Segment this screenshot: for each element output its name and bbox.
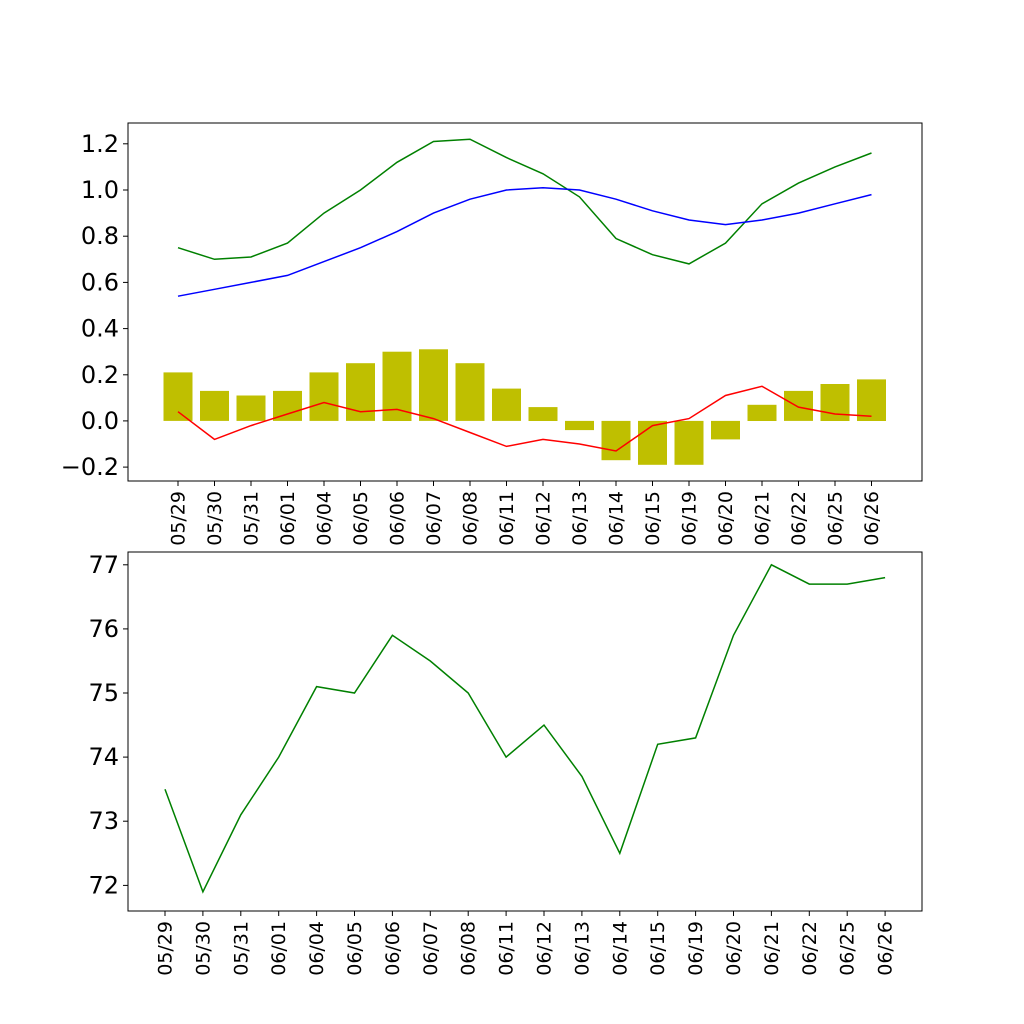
top-xtick-label: 06/21 bbox=[752, 491, 774, 546]
top-xtick-label: 05/31 bbox=[241, 491, 263, 546]
bottom-xtick-label: 06/22 bbox=[799, 921, 821, 976]
top-bar-06-26 bbox=[857, 379, 886, 421]
bottom-xtick-label: 06/05 bbox=[344, 921, 366, 976]
bottom-xtick-label: 06/08 bbox=[458, 921, 480, 976]
top-ytick-label: 1.0 bbox=[81, 176, 119, 204]
bottom-xtick-label: 06/12 bbox=[534, 921, 556, 976]
top-bar-06-13 bbox=[565, 420, 594, 431]
bottom-xtick-label: 06/25 bbox=[837, 921, 859, 976]
bottom-xtick-label: 06/14 bbox=[609, 921, 631, 976]
bottom-axes-frame bbox=[127, 551, 923, 912]
bottom-ytick-label: 77 bbox=[88, 551, 119, 579]
bottom-ytick-label: 72 bbox=[88, 871, 119, 899]
top-bar-06-11 bbox=[492, 388, 521, 421]
top-xtick-label: 06/04 bbox=[314, 491, 336, 546]
top-bar-06-21 bbox=[747, 404, 777, 421]
bottom-xtick-label: 06/06 bbox=[382, 921, 404, 976]
top-xtick-label: 06/26 bbox=[861, 491, 883, 546]
bottom-xtick-label: 06/21 bbox=[761, 921, 783, 976]
bottom-xtick-label: 06/11 bbox=[496, 921, 518, 976]
top-ytick-label: 1.2 bbox=[81, 130, 119, 158]
bottom-ytick-label: 75 bbox=[88, 679, 119, 707]
bottom-ytick-label: 73 bbox=[88, 807, 119, 835]
top-xtick-label: 06/15 bbox=[642, 491, 664, 546]
top-ytick-label: 0.0 bbox=[81, 407, 119, 435]
top-xtick-label: 06/11 bbox=[496, 491, 518, 546]
top-xtick-label: 06/05 bbox=[350, 491, 372, 546]
bottom-xtick-label: 06/19 bbox=[685, 921, 707, 976]
top-ytick-label: −0.2 bbox=[61, 453, 119, 481]
top-bar-06-15 bbox=[638, 420, 667, 465]
top-ytick-label: 0.2 bbox=[81, 361, 119, 389]
bottom-panel-price-chart: 72 73 74 75 76 77 05/29 05/30 05/31 06/01 06/04 06/… bbox=[88, 551, 923, 976]
top-bar-06-19 bbox=[674, 420, 704, 465]
bottom-xtick-label: 05/29 bbox=[155, 921, 177, 976]
bottom-xtick-label: 06/15 bbox=[647, 921, 669, 976]
top-xtick-label: 05/29 bbox=[168, 491, 190, 546]
top-axes-frame bbox=[127, 122, 923, 482]
bottom-xtick-label: 06/04 bbox=[306, 921, 328, 976]
top-bar-06-20 bbox=[711, 420, 740, 440]
top-xtick-label: 06/14 bbox=[606, 491, 628, 546]
bottom-ytick-label: 74 bbox=[88, 743, 119, 771]
top-xtick-label: 06/12 bbox=[533, 491, 555, 546]
top-xtick-label: 06/20 bbox=[715, 491, 737, 546]
bottom-xtick-label: 05/31 bbox=[230, 921, 252, 976]
top-bar-05-29 bbox=[163, 372, 193, 421]
top-bar-05-30 bbox=[200, 390, 229, 421]
top-series-line-2 bbox=[177, 186, 872, 297]
top-bar-06-08 bbox=[455, 363, 485, 421]
top-xtick-label: 05/30 bbox=[204, 491, 226, 546]
top-xtick-label: 06/19 bbox=[679, 491, 701, 546]
top-xtick-label: 06/25 bbox=[825, 491, 847, 546]
top-xtick-label: 06/06 bbox=[387, 491, 409, 546]
top-panel-indicator-chart: −0.2 0.0 0.2 0.4 0.6 0.8 1.0 1.2 05/29 05/30 05/31… bbox=[61, 122, 923, 546]
bottom-xtick-label: 06/20 bbox=[723, 921, 745, 976]
top-bar-05-31 bbox=[236, 395, 266, 421]
top-series-line-3 bbox=[177, 385, 872, 452]
top-bar-06-04 bbox=[309, 372, 339, 421]
bottom-xtick-label: 05/30 bbox=[192, 921, 214, 976]
bottom-xtick-label: 06/26 bbox=[875, 921, 897, 976]
top-ytick-label: 0.4 bbox=[81, 315, 119, 343]
bottom-xtick-label: 06/01 bbox=[268, 921, 290, 976]
top-bar-06-25 bbox=[820, 384, 850, 421]
top-xtick-label: 06/13 bbox=[569, 491, 591, 546]
top-bar-06-14 bbox=[601, 420, 631, 461]
bottom-series-line-0 bbox=[164, 563, 886, 894]
top-bar-06-22 bbox=[784, 390, 813, 421]
top-bar-06-01 bbox=[273, 390, 302, 421]
top-bar-06-12 bbox=[528, 407, 558, 421]
top-xtick-label: 06/22 bbox=[788, 491, 810, 546]
bottom-xtick-label: 06/13 bbox=[571, 921, 593, 976]
bottom-ytick-label: 76 bbox=[88, 615, 119, 643]
top-xtick-label: 06/01 bbox=[277, 491, 299, 546]
top-ytick-label: 0.6 bbox=[81, 268, 119, 296]
bottom-xtick-label: 06/07 bbox=[420, 921, 442, 976]
top-series-line-1 bbox=[177, 138, 872, 265]
top-bar-06-07 bbox=[419, 349, 448, 421]
top-xtick-label: 06/07 bbox=[423, 491, 445, 546]
top-xtick-label: 06/08 bbox=[460, 491, 482, 546]
top-ytick-label: 0.8 bbox=[81, 222, 119, 250]
